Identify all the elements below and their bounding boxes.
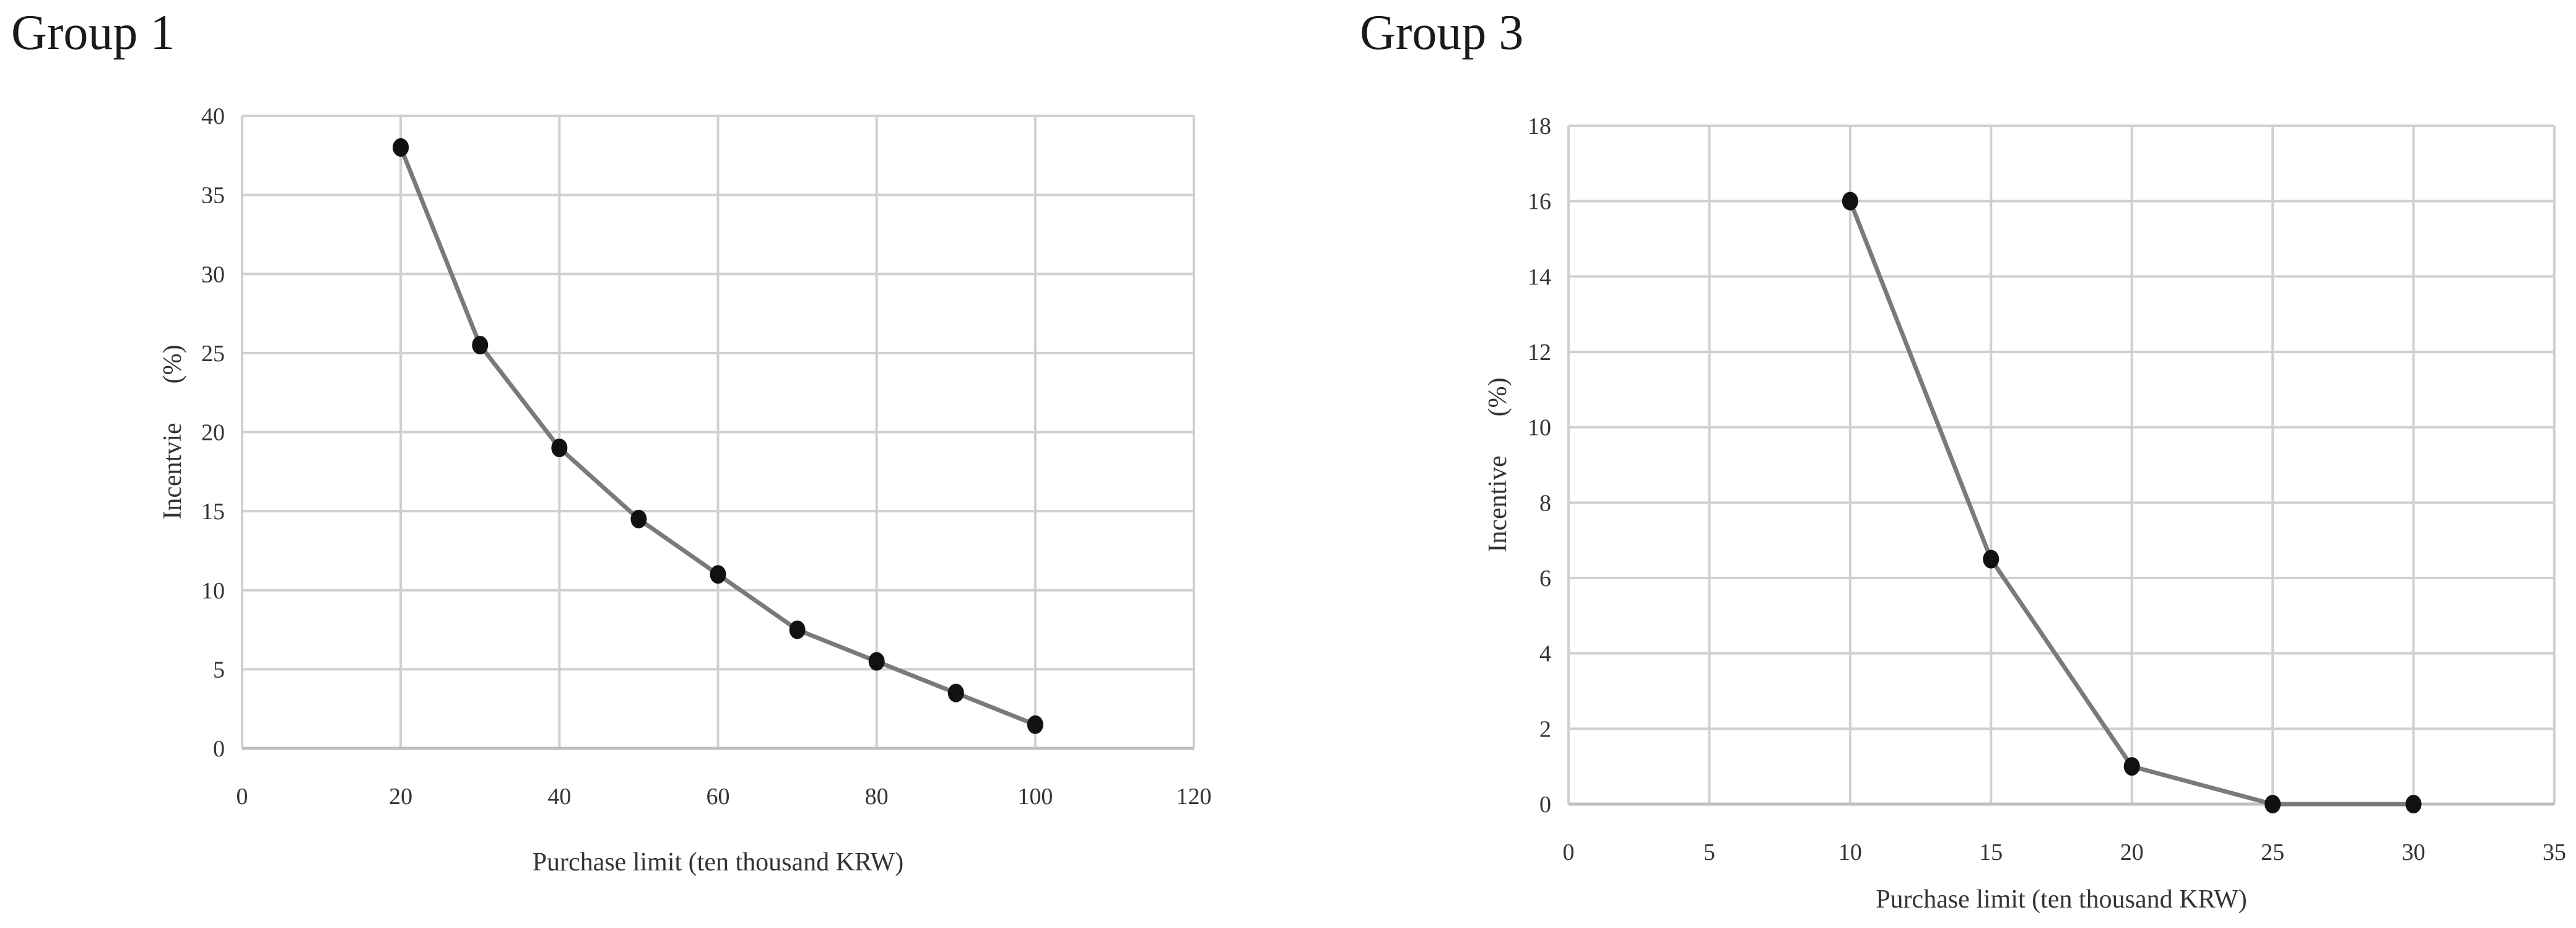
data-point-marker bbox=[2405, 795, 2422, 813]
x-tick-label: 0 bbox=[237, 784, 248, 810]
data-point-marker bbox=[472, 336, 489, 355]
group-1-gridlines bbox=[241, 115, 1195, 748]
data-point-marker bbox=[2123, 757, 2140, 776]
group-3-title: Group 3 bbox=[1360, 6, 1524, 60]
x-tick-label: 20 bbox=[389, 784, 412, 810]
x-tick-label: 15 bbox=[1979, 839, 2003, 865]
data-point-marker bbox=[393, 138, 409, 157]
y-axis-title: Incentive (%) bbox=[1484, 377, 1512, 552]
x-tick-label: 120 bbox=[1177, 784, 1212, 810]
data-point-marker bbox=[2265, 795, 2281, 813]
y-tick-label: 5 bbox=[213, 657, 225, 683]
y-tick-label: 10 bbox=[201, 578, 225, 604]
x-tick-label: 35 bbox=[2543, 839, 2566, 865]
data-point-marker bbox=[868, 652, 885, 671]
y-tick-label: 8 bbox=[1539, 490, 1551, 516]
x-tick-label: 40 bbox=[547, 784, 571, 810]
data-point-marker bbox=[789, 620, 806, 639]
y-tick-label: 2 bbox=[1539, 716, 1551, 742]
x-tick-label: 60 bbox=[707, 784, 730, 810]
group-1-title: Group 1 bbox=[11, 6, 175, 60]
y-tick-label: 18 bbox=[1528, 113, 1551, 139]
x-axis-title: Purchase limit (ten thousand KRW) bbox=[1876, 885, 2247, 914]
x-axis-title: Purchase limit (ten thousand KRW) bbox=[533, 848, 904, 877]
y-tick-label: 12 bbox=[1528, 339, 1551, 366]
y-tick-label: 0 bbox=[213, 736, 225, 762]
data-point-marker bbox=[1842, 191, 1858, 211]
y-tick-label: 30 bbox=[201, 261, 225, 287]
x-tick-label: 0 bbox=[1563, 839, 1575, 865]
data-point-marker bbox=[551, 439, 568, 458]
x-tick-label: 25 bbox=[2261, 839, 2284, 865]
y-tick-label: 10 bbox=[1528, 415, 1551, 441]
y-tick-label: 20 bbox=[201, 420, 225, 446]
x-tick-label: 10 bbox=[1838, 839, 1862, 865]
y-tick-label: 14 bbox=[1528, 264, 1551, 290]
y-tick-label: 6 bbox=[1539, 566, 1551, 592]
y-tick-label: 15 bbox=[201, 499, 225, 525]
group-3-gridlines bbox=[1567, 125, 2556, 804]
x-tick-label: 30 bbox=[2402, 839, 2426, 865]
data-point-marker bbox=[947, 683, 964, 703]
y-tick-label: 40 bbox=[201, 103, 225, 129]
x-tick-label: 20 bbox=[2120, 839, 2144, 865]
y-tick-label: 35 bbox=[201, 183, 225, 209]
x-tick-label: 5 bbox=[1704, 839, 1715, 865]
data-point-marker bbox=[1983, 549, 1999, 569]
x-tick-label: 100 bbox=[1017, 784, 1053, 810]
y-tick-label: 25 bbox=[201, 341, 225, 367]
y-tick-label: 4 bbox=[1539, 641, 1551, 667]
data-point-marker bbox=[1027, 715, 1043, 734]
y-tick-label: 16 bbox=[1528, 189, 1551, 215]
y-tick-label: 0 bbox=[1539, 792, 1551, 818]
data-point-marker bbox=[630, 509, 647, 528]
y-axis-title: Incentvie (%) bbox=[159, 344, 187, 519]
data-point-marker bbox=[710, 565, 726, 584]
x-tick-label: 80 bbox=[865, 784, 889, 810]
